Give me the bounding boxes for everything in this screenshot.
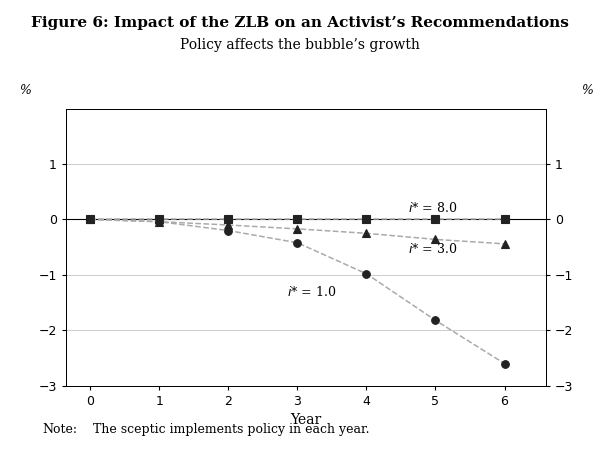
Text: Figure 6: Impact of the ZLB on an Activist’s Recommendations: Figure 6: Impact of the ZLB on an Activi… — [31, 16, 569, 30]
Text: The sceptic implements policy in each year.: The sceptic implements policy in each ye… — [93, 423, 370, 436]
Text: Note:: Note: — [42, 423, 77, 436]
Text: %: % — [19, 85, 31, 97]
Text: $\it{i}$* = 1.0: $\it{i}$* = 1.0 — [287, 285, 336, 299]
Text: %: % — [581, 85, 593, 97]
Text: Policy affects the bubble’s growth: Policy affects the bubble’s growth — [180, 38, 420, 52]
Text: $\it{i}$* = 3.0: $\it{i}$* = 3.0 — [408, 242, 457, 255]
Text: $\it{i}$* = 8.0: $\it{i}$* = 8.0 — [408, 201, 457, 215]
X-axis label: Year: Year — [290, 413, 322, 427]
